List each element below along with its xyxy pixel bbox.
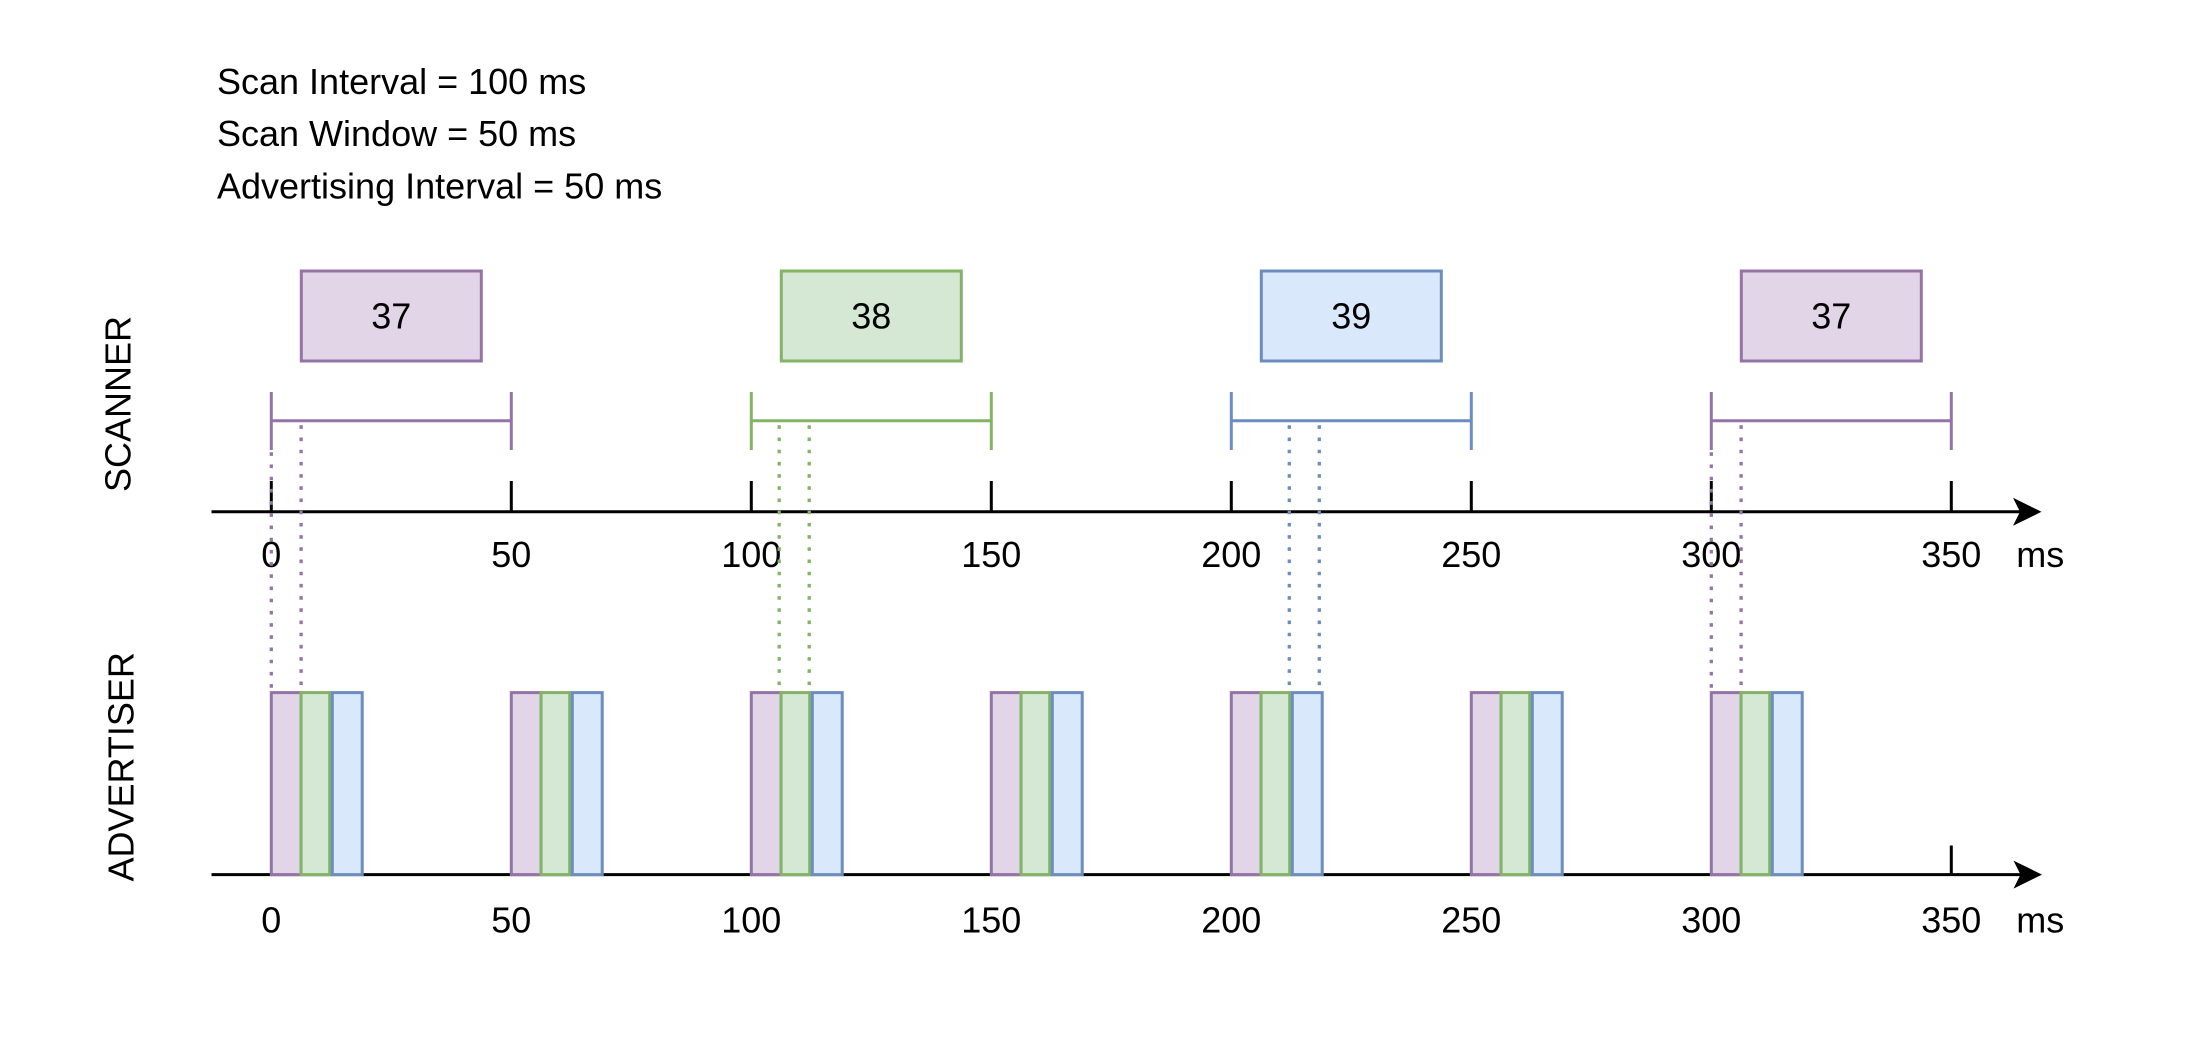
svg-text:SCANNER: SCANNER: [98, 316, 139, 492]
svg-text:200: 200: [1201, 900, 1261, 941]
svg-text:150: 150: [961, 534, 1021, 575]
svg-text:300: 300: [1681, 900, 1741, 941]
svg-text:350: 350: [1921, 534, 1981, 575]
svg-text:0: 0: [261, 900, 281, 941]
svg-text:ms: ms: [2016, 900, 2064, 941]
svg-text:100: 100: [721, 534, 781, 575]
svg-text:50: 50: [491, 534, 531, 575]
svg-text:Scan Window = 50 ms: Scan Window = 50 ms: [217, 113, 576, 154]
svg-text:100: 100: [721, 900, 781, 941]
svg-text:ADVERTISER: ADVERTISER: [101, 652, 142, 881]
svg-text:200: 200: [1201, 534, 1261, 575]
svg-text:0: 0: [261, 534, 281, 575]
svg-text:Advertising Interval = 50 ms: Advertising Interval = 50 ms: [217, 165, 662, 206]
svg-text:250: 250: [1441, 534, 1501, 575]
svg-text:250: 250: [1441, 900, 1501, 941]
svg-text:37: 37: [1811, 296, 1851, 337]
svg-text:150: 150: [961, 900, 1021, 941]
svg-text:Scan Interval = 100 ms: Scan Interval = 100 ms: [217, 61, 586, 102]
svg-text:38: 38: [851, 296, 891, 337]
svg-text:50: 50: [491, 900, 531, 941]
svg-text:39: 39: [1331, 296, 1371, 337]
svg-text:37: 37: [371, 296, 411, 337]
svg-text:350: 350: [1921, 900, 1981, 941]
svg-text:ms: ms: [2016, 534, 2064, 575]
